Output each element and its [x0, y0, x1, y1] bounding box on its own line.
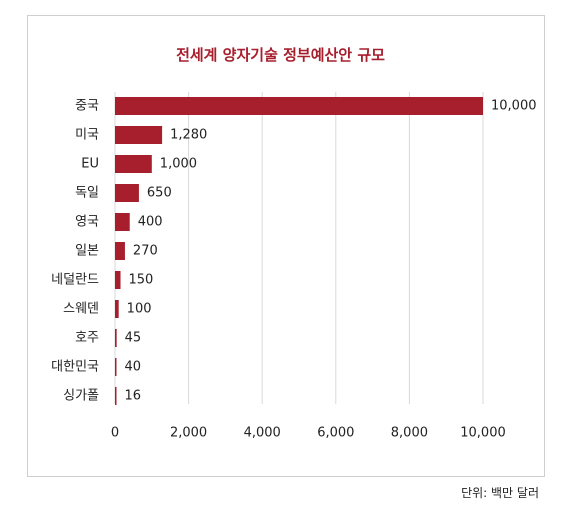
category-label: 영국	[75, 215, 99, 230]
category-label: 스웨덴	[63, 302, 99, 317]
x-tick-label: 10,000	[460, 426, 506, 441]
x-tick-label: 0	[111, 426, 119, 441]
bar	[115, 358, 117, 376]
value-label: 45	[125, 331, 142, 346]
bar	[115, 213, 130, 231]
category-label: EU	[81, 157, 99, 172]
bar	[115, 329, 117, 347]
value-labels: 10,000 1,280 1,000 650 400 270 150 100 45 40 16	[125, 99, 537, 404]
bar	[115, 387, 117, 405]
value-label: 1,280	[170, 128, 207, 143]
category-label: 미국	[75, 128, 99, 143]
category-label: 네덜란드	[51, 273, 99, 288]
value-label: 10,000	[491, 99, 537, 114]
bar	[115, 242, 125, 260]
bar	[115, 126, 163, 144]
bar	[115, 155, 152, 173]
bar	[115, 300, 119, 318]
category-label: 독일	[75, 186, 99, 201]
value-label: 650	[147, 186, 172, 201]
category-label: 싱가폴	[63, 389, 99, 404]
chart-frame	[27, 15, 545, 477]
category-label: 호주	[75, 331, 99, 346]
category-label: 중국	[75, 99, 99, 114]
value-label: 150	[129, 273, 154, 288]
bar	[115, 271, 121, 289]
value-label: 40	[125, 360, 142, 375]
unit-label: 단위: 백만 달러	[461, 486, 539, 500]
value-label: 1,000	[160, 157, 197, 172]
chart-title: 전세계 양자기술 정부예산안 규모	[176, 46, 385, 64]
bar	[115, 184, 139, 202]
x-tick-label: 4,000	[244, 426, 281, 441]
x-tick-label: 6,000	[317, 426, 354, 441]
value-label: 400	[138, 215, 163, 230]
x-tick-label: 2,000	[170, 426, 207, 441]
value-label: 16	[125, 389, 142, 404]
bar	[115, 97, 483, 115]
x-axis-ticks: 0 2,000 4,000 6,000 8,000 10,000	[111, 426, 506, 441]
category-label: 일본	[75, 244, 99, 259]
category-label: 대한민국	[51, 360, 99, 375]
bars	[115, 97, 483, 405]
value-label: 270	[133, 244, 158, 259]
value-label: 100	[127, 302, 152, 317]
x-tick-label: 8,000	[391, 426, 428, 441]
